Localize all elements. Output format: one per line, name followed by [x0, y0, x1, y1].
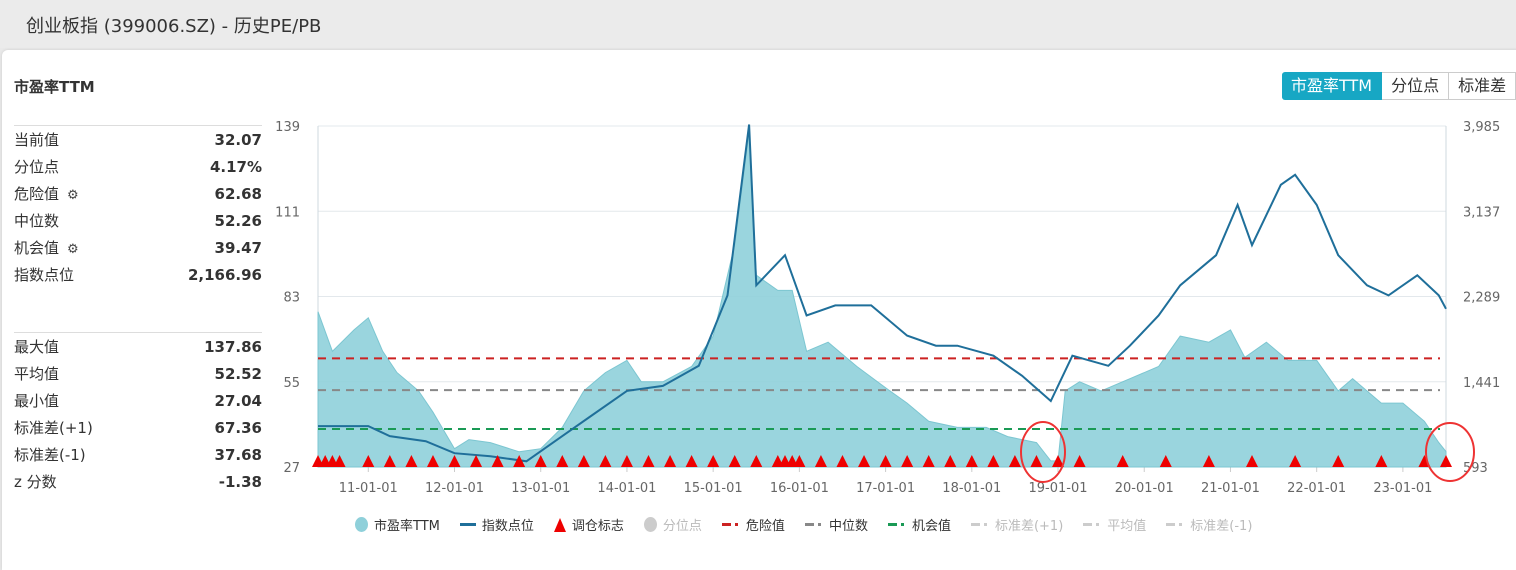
legend-item[interactable]: 平均值: [1083, 515, 1146, 534]
stat-row: 中位数 52.26: [14, 207, 262, 234]
legend-dash-icon: [721, 523, 740, 526]
stat-row: z 分数 -1.38: [14, 468, 262, 495]
gear-icon[interactable]: ⚙: [67, 242, 79, 257]
stats-current: 当前值 32.07 分位点 4.17% 危险值 ⚙ 62.68 中位数 52.26 机会值 ⚙ 39.…: [14, 125, 262, 288]
stat-value: 62.68: [214, 184, 262, 203]
legend-item[interactable]: 指数点位: [459, 515, 534, 534]
legend-dash-icon: [1166, 523, 1185, 526]
stat-label-text: 最大值: [14, 338, 60, 356]
stat-label: 指数点位: [14, 264, 74, 285]
legend-label: 危险值: [745, 519, 785, 534]
stat-label: 平均值: [14, 363, 59, 384]
legend-item[interactable]: 中位数: [804, 515, 868, 534]
stat-label-text: 标准差(-1): [14, 446, 86, 464]
stat-label-text: 指数点位: [14, 266, 75, 284]
stat-value: 37.68: [214, 445, 262, 464]
stat-value: 137.86: [204, 337, 262, 356]
stat-label: 标准差(-1): [14, 444, 86, 465]
legend-item[interactable]: 市盈率TTM: [355, 515, 440, 534]
stat-row: 指数点位 2,166.96: [14, 261, 262, 288]
stat-label-text: 标准差(+1): [14, 419, 93, 437]
stat-label: 当前值: [14, 129, 59, 150]
legend-label: 标准差(-1): [1190, 519, 1253, 534]
stat-label: 标准差(+1): [14, 417, 93, 438]
legend: 市盈率TTM 指数点位 调仓标志 分位点 危险值 中位数 机会值 标准差(+1) 平均值 标准差(…: [355, 515, 1272, 534]
tab-2[interactable]: 标准差: [1449, 72, 1516, 100]
stat-row: 标准差(+1) 67.36: [14, 414, 262, 441]
legend-dash-icon: [1083, 523, 1102, 526]
stat-row: 平均值 52.52: [14, 360, 262, 387]
stat-value: 32.07: [214, 130, 262, 149]
tab-0[interactable]: 市盈率TTM: [1282, 72, 1383, 100]
stat-label-text: 最小值: [14, 392, 60, 410]
stat-row: 当前值 32.07: [14, 126, 262, 153]
legend-label: 调仓标志: [571, 519, 624, 534]
title-bar: 创业板指 (399006.SZ) - 历史PE/PB: [0, 0, 1516, 48]
legend-label: 标准差(+1): [994, 519, 1064, 534]
legend-item[interactable]: 分位点: [643, 515, 702, 534]
legend-label: 指数点位: [481, 519, 534, 534]
metric-tabs: 市盈率TTM 分位点 标准差: [1282, 72, 1516, 100]
stat-label-text: 中位数: [14, 212, 60, 230]
legend-circle-icon: [355, 517, 368, 532]
stat-label: 中位数: [14, 210, 59, 231]
stat-label-text: 平均值: [14, 365, 60, 383]
stat-label: z 分数: [14, 471, 57, 492]
stat-value: 27.04: [214, 391, 262, 410]
stat-value: -1.38: [218, 472, 262, 491]
stat-value: 67.36: [214, 418, 262, 437]
legend-item[interactable]: 标准差(+1): [970, 515, 1064, 534]
stat-label: 最大值: [14, 336, 59, 357]
legend-label: 分位点: [662, 519, 702, 534]
stat-row: 危险值 ⚙ 62.68: [14, 180, 262, 207]
stat-row: 标准差(-1) 37.68: [14, 441, 262, 468]
tab-1[interactable]: 分位点: [1382, 72, 1450, 100]
stat-label: 分位点: [14, 156, 59, 177]
legend-label: 机会值: [911, 519, 951, 534]
stat-label-text: z 分数: [14, 473, 57, 491]
stat-value: 2,166.96: [187, 265, 262, 284]
stat-row: 分位点 4.17%: [14, 153, 262, 180]
page-title: 创业板指 (399006.SZ) - 历史PE/PB: [26, 16, 322, 37]
stat-label: 危险值 ⚙: [14, 183, 79, 204]
stat-label: 最小值: [14, 390, 59, 411]
stat-value: 4.17%: [209, 157, 262, 176]
stat-label-text: 机会值: [14, 239, 60, 257]
legend-line-icon: [459, 523, 476, 526]
stat-value: 52.52: [214, 364, 262, 383]
legend-item[interactable]: 调仓标志: [553, 515, 624, 534]
legend-label: 平均值: [1107, 519, 1147, 534]
legend-item[interactable]: 机会值: [887, 515, 951, 534]
stat-value: 39.47: [214, 238, 262, 257]
panel-title: 市盈率TTM: [14, 78, 95, 96]
legend-dash-icon: [887, 523, 906, 526]
stat-row: 最大值 137.86: [14, 333, 262, 360]
legend-dash-icon: [970, 523, 989, 526]
stat-label-text: 分位点: [14, 158, 60, 176]
legend-item[interactable]: 标准差(-1): [1166, 515, 1252, 534]
legend-dash-icon: [804, 523, 823, 526]
stat-label-text: 危险值: [14, 185, 60, 203]
stats-distribution: 最大值 137.86 平均值 52.52 最小值 27.04 标准差(+1) 67.36 标准差…: [14, 332, 262, 495]
legend-label: 市盈率TTM: [374, 519, 440, 534]
legend-circle-icon: [643, 517, 657, 532]
legend-label: 中位数: [828, 519, 868, 534]
stat-label-text: 当前值: [14, 131, 60, 149]
legend-triangle-icon: [553, 517, 566, 532]
gear-icon[interactable]: ⚙: [67, 188, 79, 203]
stat-label: 机会值 ⚙: [14, 237, 79, 258]
stat-row: 最小值 27.04: [14, 387, 262, 414]
stat-value: 52.26: [214, 211, 262, 230]
stat-row: 机会值 ⚙ 39.47: [14, 234, 262, 261]
legend-item[interactable]: 危险值: [721, 515, 785, 534]
